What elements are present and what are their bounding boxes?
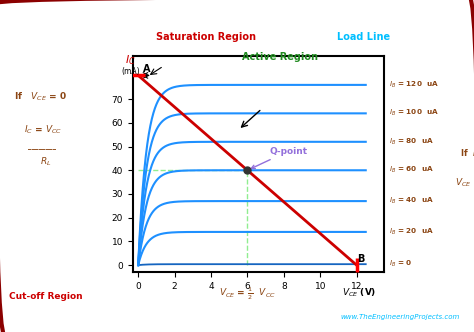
Text: $V_{CE}$ = $\frac{1}{2}$  $V_{CC}$: $V_{CE}$ = $\frac{1}{2}$ $V_{CC}$ <box>219 285 276 301</box>
Text: Saturation Region: Saturation Region <box>156 32 256 42</box>
Text: $I_B$ = 80  uA: $I_B$ = 80 uA <box>389 137 434 147</box>
Text: $I_C$ = $V_{CC}$: $I_C$ = $V_{CC}$ <box>24 124 62 136</box>
Text: B: B <box>357 254 365 264</box>
Text: $I_B$ = 0: $I_B$ = 0 <box>389 259 412 269</box>
Text: Active Region: Active Region <box>242 52 318 62</box>
Text: $I_B$ = 60  uA: $I_B$ = 60 uA <box>389 165 434 175</box>
Text: Load Line: Load Line <box>337 32 390 42</box>
Text: If  $I_C$ = 0: If $I_C$ = 0 <box>460 147 474 160</box>
Text: A: A <box>143 64 150 74</box>
Text: $V_{CE}$ (V): $V_{CE}$ (V) <box>342 287 376 299</box>
Text: $I_B$ = 40  uA: $I_B$ = 40 uA <box>389 196 434 206</box>
Text: If   $V_{CE}$ = 0: If $V_{CE}$ = 0 <box>14 91 67 103</box>
Text: $I_B$ = 120  uA: $I_B$ = 120 uA <box>389 80 438 90</box>
Text: Q-point: Q-point <box>251 147 307 169</box>
Text: $I_B$ = 20  uA: $I_B$ = 20 uA <box>389 227 434 237</box>
Text: $V_{CE}$ = $V_{CC}$: $V_{CE}$ = $V_{CC}$ <box>455 177 474 190</box>
Text: (mA): (mA) <box>121 66 140 75</box>
Text: $R_L$: $R_L$ <box>40 155 52 168</box>
Text: Cut-off Region: Cut-off Region <box>9 292 83 301</box>
Text: ________: ________ <box>28 144 56 150</box>
Text: $I_B$ = 100  uA: $I_B$ = 100 uA <box>389 108 438 119</box>
Text: www.TheEngineeringProjects.com: www.TheEngineeringProjects.com <box>340 314 460 320</box>
Text: $I_C$: $I_C$ <box>125 53 136 67</box>
